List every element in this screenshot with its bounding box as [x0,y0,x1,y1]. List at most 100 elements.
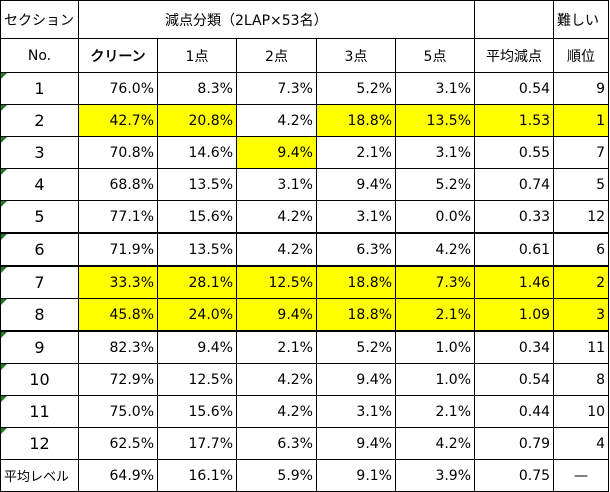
cell-1pt: 8.3% [157,72,237,105]
cell-5pt: 1.0% [394,330,476,364]
cell-1pt: 15.6% [157,200,237,234]
avg-5pt: 3.9% [394,459,476,492]
cell-1pt: 24.0% [157,298,237,332]
cell-rank: 12 [553,200,610,234]
table-row: 3 70.8% 14.6% 9.4% 2.1% 3.1% 0.55 7 [0,136,610,169]
group-header: 減点分類（2LAP×53名） [77,0,476,39]
col-header-1pt: 1点 [157,38,237,73]
cell-3pt: 9.4% [316,168,396,201]
cell-2pt: 9.4% [236,136,317,169]
cell-clean: 42.7% [78,104,158,137]
table-row: 5 77.1% 15.6% 4.2% 3.1% 0.0% 0.33 12 [0,200,610,234]
section-no: 9 [0,330,79,364]
section-no: 8 [0,298,79,332]
header-row-2: No. クリーン 1点 2点 3点 5点 平均減点 順位 [0,38,610,73]
avg-2pt: 5.9% [236,459,317,492]
section-no: 2 [0,104,79,137]
cell-rank: 7 [553,136,610,169]
cell-3pt: 9.4% [316,427,396,460]
cell-3pt: 9.4% [316,363,396,396]
section-no: 3 [0,136,79,169]
cell-5pt: 2.1% [394,395,476,428]
cell-5pt: 4.2% [394,427,476,460]
table-row: 8 45.8% 24.0% 9.4% 18.8% 2.1% 1.09 3 [0,298,610,332]
cell-avg: 1.53 [474,104,555,137]
cell-2pt: 4.2% [236,395,317,428]
section-no: 5 [0,200,79,234]
cell-avg: 0.55 [474,136,555,169]
cell-avg: 0.34 [474,330,555,364]
cell-avg: 0.54 [474,72,555,105]
cell-rank: 11 [553,330,610,364]
cell-clean: 70.8% [78,136,158,169]
cell-3pt: 18.8% [316,104,396,137]
cell-3pt: 5.2% [316,72,396,105]
table-row: 2 42.7% 20.8% 4.2% 18.8% 13.5% 1.53 1 [0,104,610,137]
section-no: 10 [0,363,79,396]
cell-1pt: 13.5% [157,168,237,201]
cell-3pt: 5.2% [316,330,396,364]
cell-5pt: 3.1% [394,136,476,169]
cell-clean: 45.8% [78,298,158,332]
cell-2pt: 4.2% [236,232,317,267]
cell-1pt: 15.6% [157,395,237,428]
col-header-2pt: 2点 [236,38,317,73]
avg-1pt: 16.1% [157,459,237,492]
cell-1pt: 14.6% [157,136,237,169]
cell-3pt: 2.1% [316,136,396,169]
cell-5pt: 4.2% [394,232,476,267]
cell-1pt: 17.7% [157,427,237,460]
cell-2pt: 2.1% [236,330,317,364]
cell-3pt: 3.1% [316,200,396,234]
cell-rank: 3 [553,298,610,332]
average-label: 平均レベル [0,459,79,492]
table-row: 7 33.3% 28.1% 12.5% 18.8% 7.3% 1.46 2 [0,265,610,299]
section-no: 12 [0,427,79,460]
cell-rank: 9 [553,72,610,105]
cell-2pt: 3.1% [236,168,317,201]
cell-5pt: 5.2% [394,168,476,201]
col-header-rank: 順位 [553,38,610,73]
cell-3pt: 3.1% [316,395,396,428]
footer-row: 平均レベル 64.9% 16.1% 5.9% 9.1% 3.9% 0.75 — [0,459,610,492]
cell-rank: 10 [553,395,610,428]
section-no: 4 [0,168,79,201]
cell-3pt: 18.8% [316,298,396,332]
no-header: No. [0,38,79,73]
cell-rank: 5 [553,168,610,201]
cell-avg: 0.74 [474,168,555,201]
avg-avg: 0.75 [474,459,555,492]
cell-1pt: 20.8% [157,104,237,137]
col-header-3pt: 3点 [316,38,396,73]
cell-5pt: 13.5% [394,104,476,137]
cell-avg: 0.54 [474,363,555,396]
table-row: 4 68.8% 13.5% 3.1% 9.4% 5.2% 0.74 5 [0,168,610,201]
col-header-clean: クリーン [78,38,158,73]
blank-header [474,0,555,39]
cell-avg: 0.61 [474,232,555,267]
section-no: 11 [0,395,79,428]
cell-2pt: 9.4% [236,298,317,332]
section-no: 7 [0,265,79,299]
table-row: 12 62.5% 17.7% 6.3% 9.4% 4.2% 0.79 4 [0,427,610,460]
cell-clean: 72.9% [78,363,158,396]
table-row: 1 76.0% 8.3% 7.3% 5.2% 3.1% 0.54 9 [0,72,610,105]
col-header-5pt: 5点 [394,38,476,73]
cell-clean: 71.9% [78,232,158,267]
cell-1pt: 9.4% [157,330,237,364]
header-row-1: セクション 減点分類（2LAP×53名） 難しい [0,0,610,39]
cell-1pt: 28.1% [157,265,237,299]
section-no: 1 [0,72,79,105]
cell-avg: 0.44 [474,395,555,428]
cell-2pt: 4.2% [236,363,317,396]
table-row: 10 72.9% 12.5% 4.2% 9.4% 1.0% 0.54 8 [0,363,610,396]
cell-avg: 0.33 [474,200,555,234]
cell-rank: 4 [553,427,610,460]
cell-clean: 68.8% [78,168,158,201]
cell-rank: 1 [553,104,610,137]
col-header-avg: 平均減点 [474,38,555,73]
cell-rank: 2 [553,265,610,299]
cell-2pt: 6.3% [236,427,317,460]
cell-clean: 82.3% [78,330,158,364]
